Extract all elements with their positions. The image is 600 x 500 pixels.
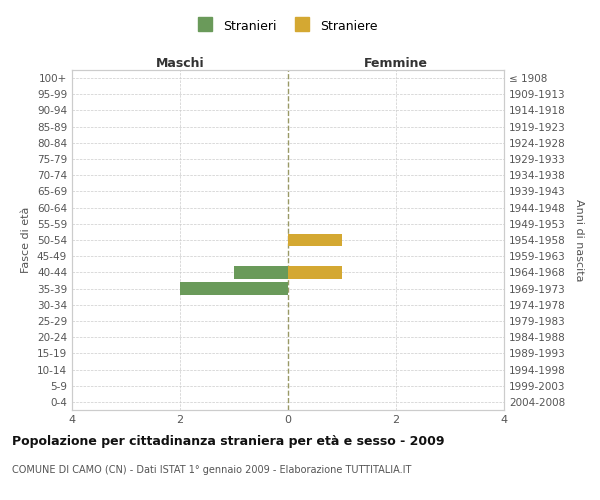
- Bar: [288, 234, 342, 246]
- Text: Maschi: Maschi: [155, 57, 205, 70]
- Bar: [180, 282, 288, 295]
- Bar: [234, 266, 288, 279]
- Bar: [288, 266, 342, 279]
- Y-axis label: Fasce di età: Fasce di età: [22, 207, 31, 273]
- Text: Popolazione per cittadinanza straniera per età e sesso - 2009: Popolazione per cittadinanza straniera p…: [12, 435, 445, 448]
- Y-axis label: Anni di nascita: Anni di nascita: [574, 198, 584, 281]
- Legend: Stranieri, Straniere: Stranieri, Straniere: [193, 15, 383, 38]
- Text: COMUNE DI CAMO (CN) - Dati ISTAT 1° gennaio 2009 - Elaborazione TUTTITALIA.IT: COMUNE DI CAMO (CN) - Dati ISTAT 1° genn…: [12, 465, 412, 475]
- Text: Femmine: Femmine: [364, 57, 428, 70]
